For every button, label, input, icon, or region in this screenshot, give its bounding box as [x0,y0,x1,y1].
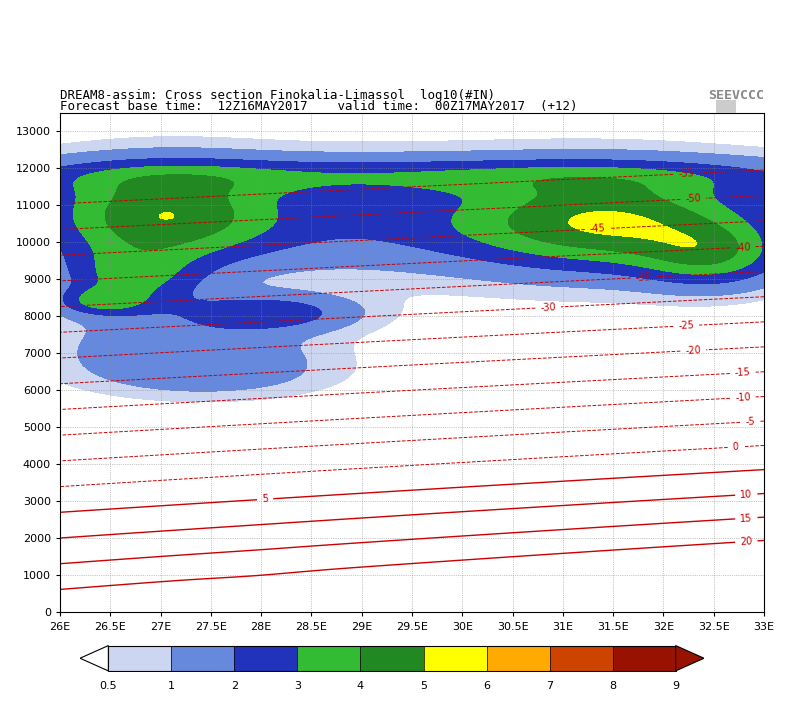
Bar [171,646,234,671]
Bar [550,646,613,671]
Text: 9: 9 [672,681,679,691]
Text: Forecast base time:  12Z16MAY2017    valid time:  00Z17MAY2017  (+12): Forecast base time: 12Z16MAY2017 valid t… [60,100,578,113]
Text: 20: 20 [740,536,753,547]
Text: -20: -20 [685,345,702,356]
Text: 3: 3 [294,681,301,691]
Text: -55: -55 [678,168,694,179]
Text: -45: -45 [590,223,606,234]
Text: 0.5: 0.5 [99,681,117,691]
Text: 7: 7 [546,681,553,691]
Text: 0: 0 [732,442,739,452]
Text: 5: 5 [420,681,427,691]
Bar [298,646,361,671]
Text: -30: -30 [540,302,556,313]
Text: -10: -10 [734,392,751,403]
Text: 15: 15 [740,513,753,524]
Bar [613,646,676,671]
Text: SEEVCCC: SEEVCCC [708,89,764,102]
Bar [423,646,486,671]
Text: 10: 10 [740,489,753,500]
Polygon shape [80,646,108,671]
Bar [108,646,171,671]
Text: -25: -25 [678,320,694,331]
Polygon shape [676,646,704,671]
Text: 5: 5 [262,494,269,504]
Text: 2: 2 [231,681,238,691]
Text: -50: -50 [685,194,702,204]
Text: 1: 1 [168,681,175,691]
Text: -35: -35 [635,272,652,283]
Text: -5: -5 [745,417,755,427]
FancyBboxPatch shape [712,99,740,114]
Bar [361,646,423,671]
Text: DREAM8-assim: Cross section Finokalia-Limassol  log10(#IN): DREAM8-assim: Cross section Finokalia-Li… [60,89,495,102]
Bar [234,646,298,671]
Bar [486,646,550,671]
Text: -15: -15 [734,367,751,378]
Text: -40: -40 [734,242,751,253]
Text: 6: 6 [483,681,490,691]
Text: 4: 4 [357,681,364,691]
Text: 8: 8 [609,681,616,691]
